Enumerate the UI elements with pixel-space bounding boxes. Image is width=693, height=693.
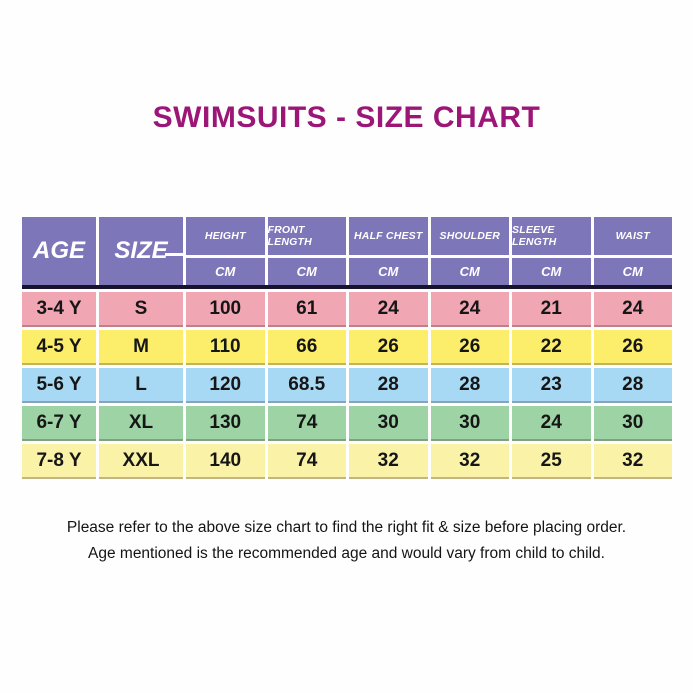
header-cell-size: SIZE	[99, 217, 183, 285]
header-cell-half-chest: HALF CHEST	[349, 217, 428, 255]
cell-waist: 32	[593, 444, 672, 479]
header-cell-sleeve-length: SLEEVE LENGTH	[512, 217, 591, 255]
unit-cell-front-length: CM	[267, 258, 346, 285]
cell-size: XL	[99, 406, 183, 441]
footer-line-1: Please refer to the above size chart to …	[66, 519, 627, 536]
cell-sleeve-length: 21	[512, 292, 591, 327]
unit-cell-height: CM	[186, 258, 265, 285]
cell-half-chest: 24	[349, 292, 428, 327]
cell-waist: 30	[593, 406, 672, 441]
cell-age: 6-7 Y	[22, 406, 96, 441]
cell-height: 140	[186, 444, 265, 479]
unit-cell-half-chest: CM	[349, 258, 428, 285]
header-cell-front-length: FRONT LENGTH	[267, 217, 346, 255]
cell-age: 3-4 Y	[22, 292, 96, 327]
cell-height: 110	[186, 330, 265, 365]
cell-height: 120	[186, 368, 265, 403]
header-cell-waist: WAIST	[593, 217, 672, 255]
header-col-front-length: FRONT LENGTH CM	[267, 217, 346, 285]
cell-front-length: 74	[267, 406, 346, 441]
header-col-shoulder: SHOULDER CM	[430, 217, 509, 285]
cell-shoulder: 26	[430, 330, 509, 365]
size-chart-table: AGE SIZE HEIGHT CM FRONT LENGTH CM HALF …	[22, 217, 672, 479]
header-cell-age: AGE	[22, 217, 96, 285]
table-header-row: AGE SIZE HEIGHT CM FRONT LENGTH CM HALF …	[22, 217, 672, 285]
header-cell-height: HEIGHT	[186, 217, 265, 255]
footer-line-2: Age mentioned is the recommended age and…	[88, 545, 605, 563]
cell-size: L	[99, 368, 183, 403]
header-bottom-divider	[22, 285, 672, 289]
cell-size: S	[99, 292, 183, 327]
cell-size: XXL	[99, 444, 183, 479]
cell-shoulder: 28	[430, 368, 509, 403]
page-title: SWIMSUITS - SIZE CHART	[152, 101, 541, 134]
cell-sleeve-length: 24	[512, 406, 591, 441]
unit-cell-shoulder: CM	[430, 258, 509, 285]
table-row: 4-5 Y M 110 66 26 26 22 26	[22, 330, 672, 365]
header-col-waist: WAIST CM	[593, 217, 672, 285]
table-row: 7-8 Y XXL 140 74 32 32 25 32	[22, 444, 672, 479]
cell-sleeve-length: 25	[512, 444, 591, 479]
table-row: 3-4 Y S 100 61 24 24 21 24	[22, 292, 672, 327]
header-col-half-chest: HALF CHEST CM	[349, 217, 428, 285]
unit-cell-waist: CM	[593, 258, 672, 285]
unit-cell-sleeve-length: CM	[512, 258, 591, 285]
cell-age: 4-5 Y	[22, 330, 96, 365]
footer-note: Please refer to the above size chart to …	[0, 515, 693, 568]
cell-front-length: 66	[267, 330, 346, 365]
cell-waist: 28	[593, 368, 672, 403]
cell-half-chest: 32	[349, 444, 428, 479]
cell-shoulder: 32	[430, 444, 509, 479]
table-row: 5-6 Y L 120 68.5 28 28 23 28	[22, 368, 672, 403]
cell-height: 130	[186, 406, 265, 441]
header-col-sleeve-length: SLEEVE LENGTH CM	[512, 217, 591, 285]
cell-shoulder: 24	[430, 292, 509, 327]
table-row: 6-7 Y XL 130 74 30 30 24 30	[22, 406, 672, 441]
cell-waist: 26	[593, 330, 672, 365]
cell-half-chest: 26	[349, 330, 428, 365]
cell-size: M	[99, 330, 183, 365]
cell-half-chest: 28	[349, 368, 428, 403]
cell-front-length: 68.5	[267, 368, 346, 403]
cell-age: 7-8 Y	[22, 444, 96, 479]
cell-front-length: 74	[267, 444, 346, 479]
cell-shoulder: 30	[430, 406, 509, 441]
header-col-height: HEIGHT CM	[186, 217, 265, 285]
cell-sleeve-length: 22	[512, 330, 591, 365]
cell-front-length: 61	[267, 292, 346, 327]
cell-height: 100	[186, 292, 265, 327]
cell-sleeve-length: 23	[512, 368, 591, 403]
cell-half-chest: 30	[349, 406, 428, 441]
size-divider-dash	[165, 253, 183, 256]
cell-waist: 24	[593, 292, 672, 327]
cell-age: 5-6 Y	[22, 368, 96, 403]
header-cell-size-label: SIZE	[114, 237, 168, 264]
header-cell-shoulder: SHOULDER	[430, 217, 509, 255]
